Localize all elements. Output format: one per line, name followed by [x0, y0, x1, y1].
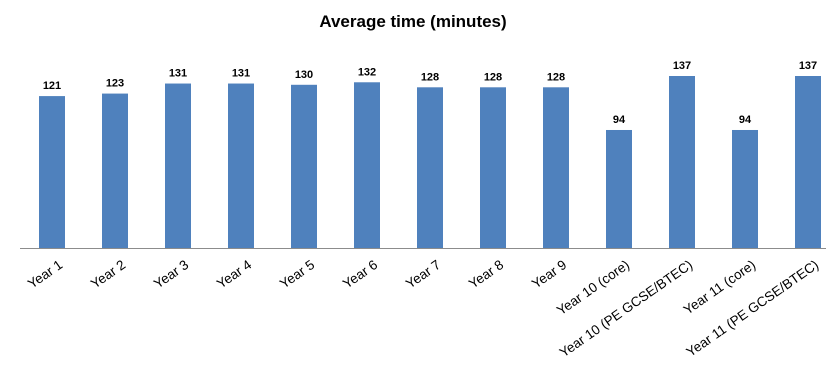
data-label-8: 128: [484, 71, 502, 83]
data-label-9: 128: [547, 71, 565, 83]
data-label-1: 121: [43, 80, 61, 92]
bar-group: [39, 76, 821, 249]
x-tick-label-3: Year 3: [151, 257, 191, 291]
bar-4: [228, 83, 254, 249]
bar-1: [39, 96, 65, 249]
x-tick-label-7: Year 7: [403, 257, 443, 291]
data-label-10: 94: [613, 114, 626, 126]
x-tick-label-9: Year 9: [529, 257, 569, 291]
bar-6: [354, 82, 380, 248]
bar-12: [732, 129, 758, 248]
data-label-2: 123: [106, 78, 124, 90]
bar-5: [291, 84, 317, 248]
bar-3: [165, 83, 191, 249]
chart-title: Average time (minutes): [319, 12, 506, 31]
bar-13: [795, 76, 821, 248]
data-label-12: 94: [739, 114, 752, 126]
x-tick-label-8: Year 8: [466, 257, 506, 291]
bar-2: [102, 93, 128, 248]
x-tick-label-4: Year 4: [214, 257, 255, 292]
x-tick-label-5: Year 5: [277, 257, 317, 291]
x-tick-label-1: Year 1: [25, 257, 65, 291]
data-label-13: 137: [799, 60, 817, 72]
bar-9: [543, 87, 569, 248]
x-tick-label-6: Year 6: [340, 257, 380, 291]
x-tick-label-2: Year 2: [88, 257, 128, 291]
data-label-7: 128: [421, 71, 439, 83]
data-label-group: 121 123 131 131 130 132 128 128 128 94 137 94 137: [43, 60, 817, 126]
bar-10: [606, 129, 632, 248]
x-tick-label-group: Year 1 Year 2 Year 3 Year 4 Year 5 Year 6 Year…: [25, 257, 821, 361]
data-label-5: 130: [295, 69, 313, 81]
bar-7: [417, 87, 443, 248]
bar-8: [480, 87, 506, 248]
data-label-6: 132: [358, 66, 376, 78]
bar-11: [669, 76, 695, 248]
data-label-11: 137: [673, 60, 691, 72]
data-label-4: 131: [232, 68, 250, 80]
data-label-3: 131: [169, 68, 187, 80]
